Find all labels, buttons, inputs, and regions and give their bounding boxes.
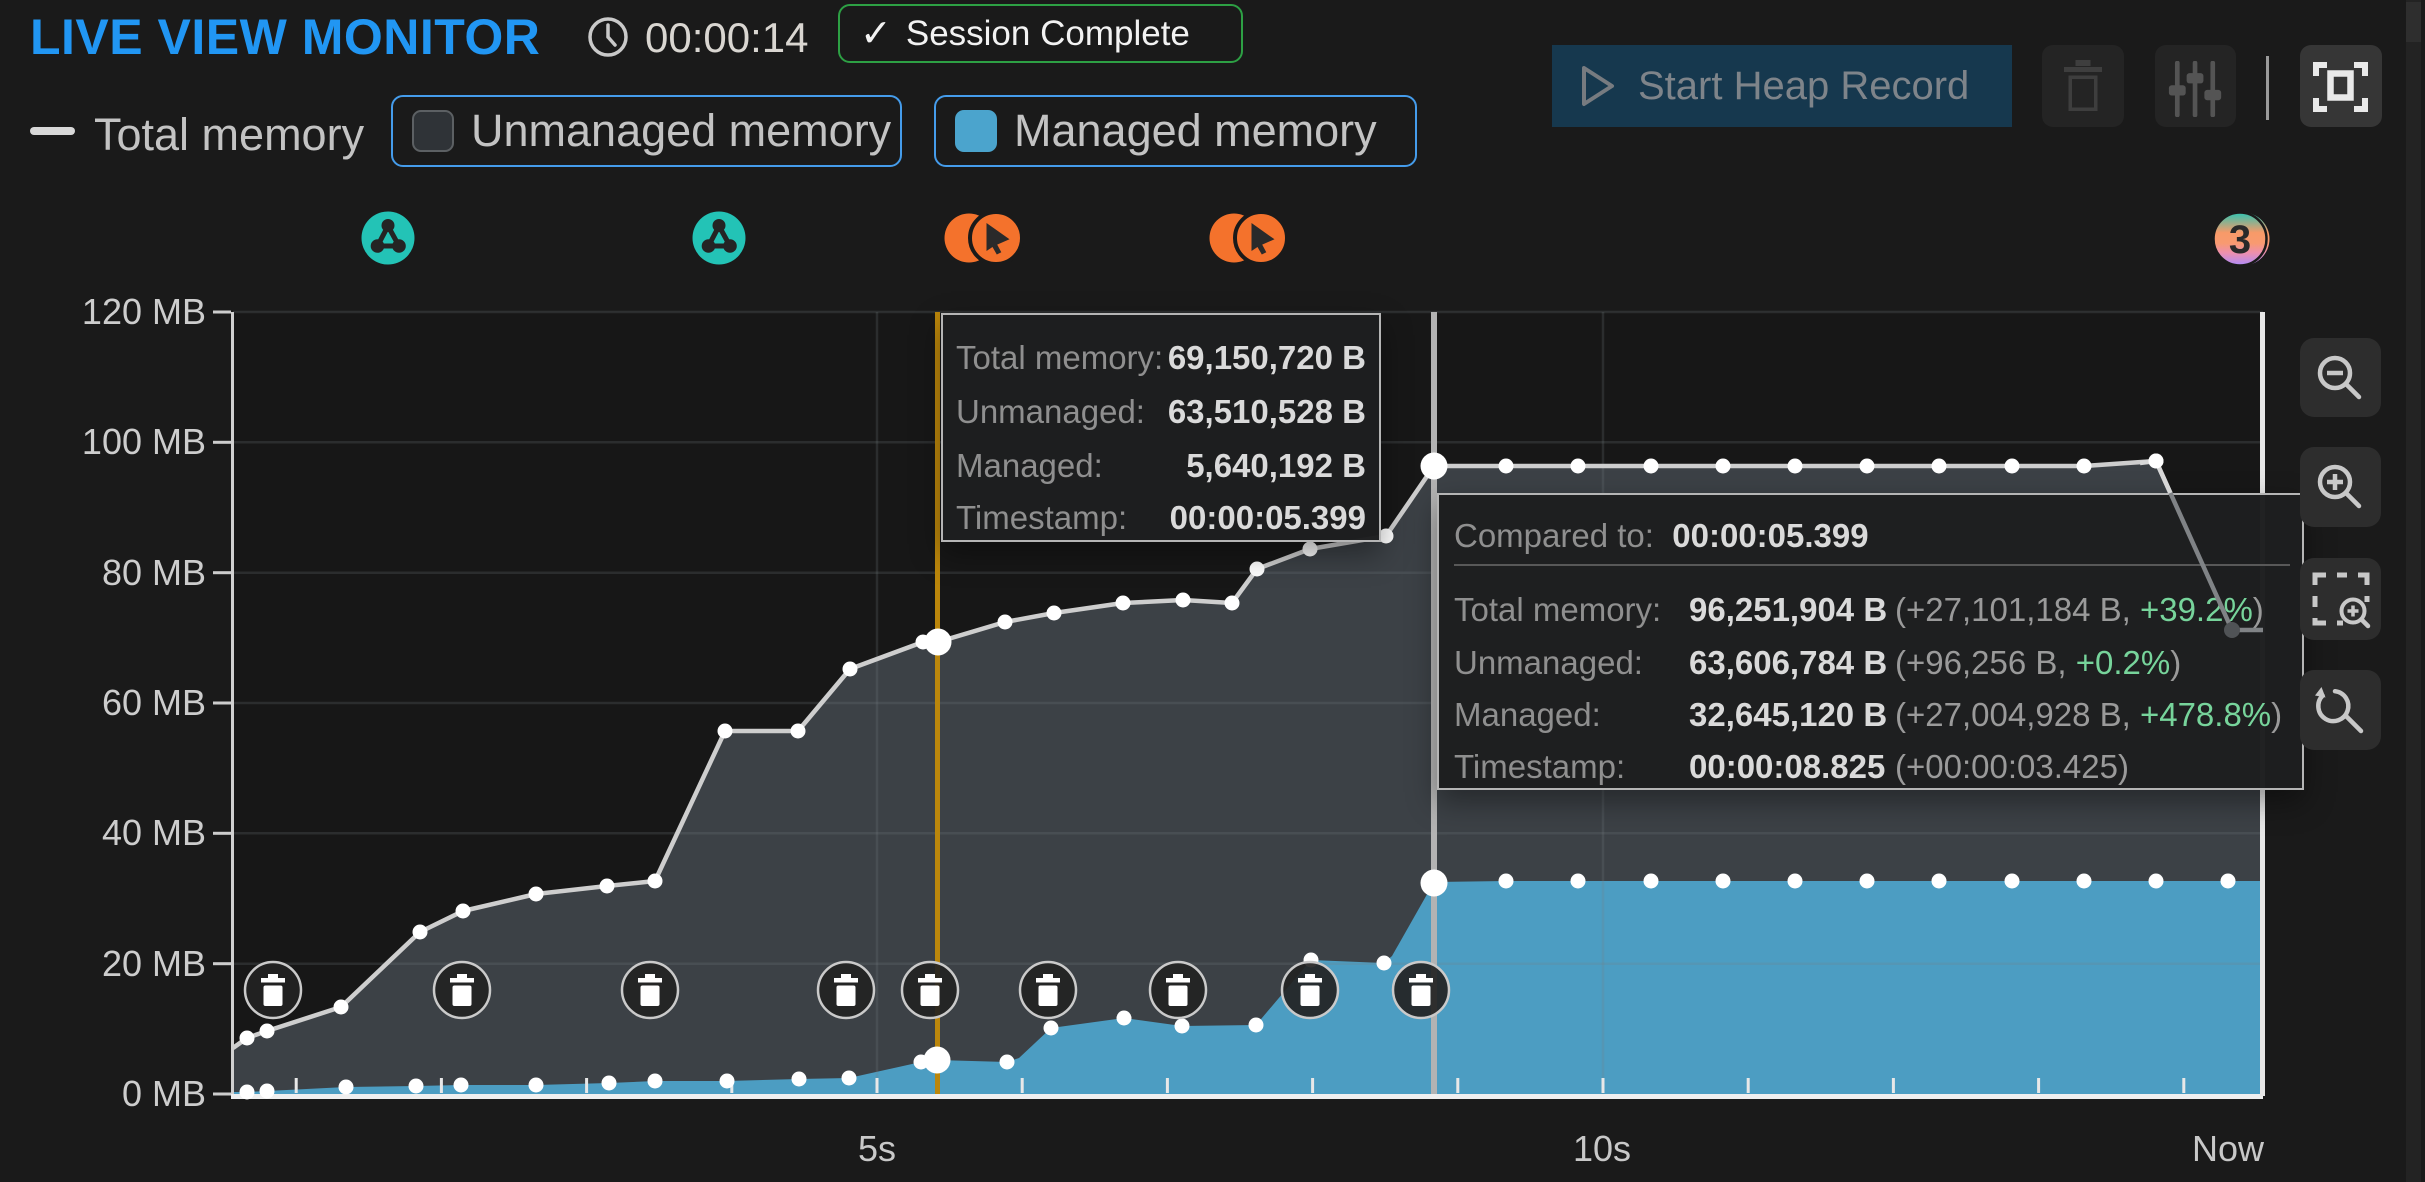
svg-text:3: 3 bbox=[2229, 218, 2251, 262]
